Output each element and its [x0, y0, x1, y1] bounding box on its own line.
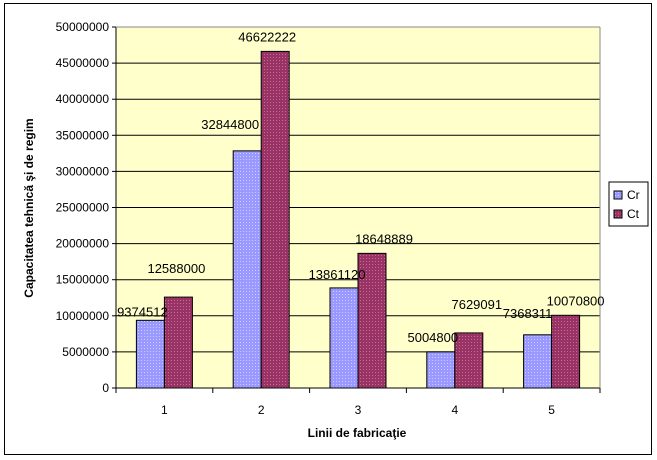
y-tick-label: 40000000 — [56, 92, 110, 106]
legend-label-cr: Cr — [627, 188, 640, 202]
legend-box — [608, 181, 649, 227]
y-tick-label: 45000000 — [56, 56, 110, 70]
x-tick-label: 4 — [451, 403, 458, 417]
y-tick-label: 0 — [102, 381, 109, 395]
axes — [112, 26, 601, 393]
x-tick-label: 5 — [548, 403, 555, 417]
data-labels: 9374512 12588000 32844800 46622222 13861120 1… — [117, 29, 604, 344]
y-tick-label: 50000000 — [56, 20, 110, 34]
bar-cr-5 — [523, 334, 553, 389]
y-tick-label: 10000000 — [56, 309, 110, 323]
data-label: 12588000 — [147, 261, 205, 276]
data-label: 7629091 — [451, 297, 502, 312]
bar-ct-1 — [163, 296, 193, 389]
legend-swatch-cr — [613, 190, 623, 200]
bar-cr-4 — [426, 351, 456, 389]
data-label: 5004800 — [407, 330, 458, 345]
data-label: 32844800 — [201, 117, 259, 132]
data-label: 9374512 — [117, 304, 168, 319]
bar-ct-4 — [454, 332, 484, 389]
y-tick-labels: 0 5000000 10000000 15000000 20000000 25000000… — [56, 20, 110, 395]
bars — [135, 50, 581, 389]
legend: Cr Ct — [608, 181, 649, 227]
x-tick-label: 1 — [161, 403, 168, 417]
data-label: 46622222 — [238, 29, 296, 44]
x-tick-label: 2 — [258, 403, 265, 417]
y-tick-label: 35000000 — [56, 128, 110, 142]
y-tick-label: 30000000 — [56, 164, 110, 178]
legend-swatch-ct — [613, 209, 623, 219]
y-axis-label: Capacitatea tehnică şi de regim — [22, 118, 36, 297]
x-tick-label: 3 — [355, 403, 362, 417]
data-label: 13861120 — [309, 267, 366, 282]
x-axis-label: Linii de fabricaţie — [308, 426, 407, 440]
x-tick-labels: 1 2 3 4 5 — [161, 403, 555, 417]
bar-cr-2 — [232, 150, 262, 389]
bar-cr-1 — [135, 319, 165, 389]
bar-ct-5 — [551, 314, 581, 389]
data-label: 10070800 — [547, 293, 605, 308]
bar-ct-2 — [260, 50, 290, 389]
data-label: 18648889 — [355, 231, 413, 246]
bar-ct-3 — [357, 252, 387, 389]
legend-label-ct: Ct — [627, 207, 640, 221]
y-tick-label: 20000000 — [56, 237, 110, 251]
y-tick-label: 25000000 — [56, 201, 110, 215]
y-tick-label: 5000000 — [62, 345, 109, 359]
data-label: 7368311 — [503, 306, 553, 321]
y-tick-label: 15000000 — [56, 273, 110, 287]
bar-cr-3 — [329, 287, 359, 389]
